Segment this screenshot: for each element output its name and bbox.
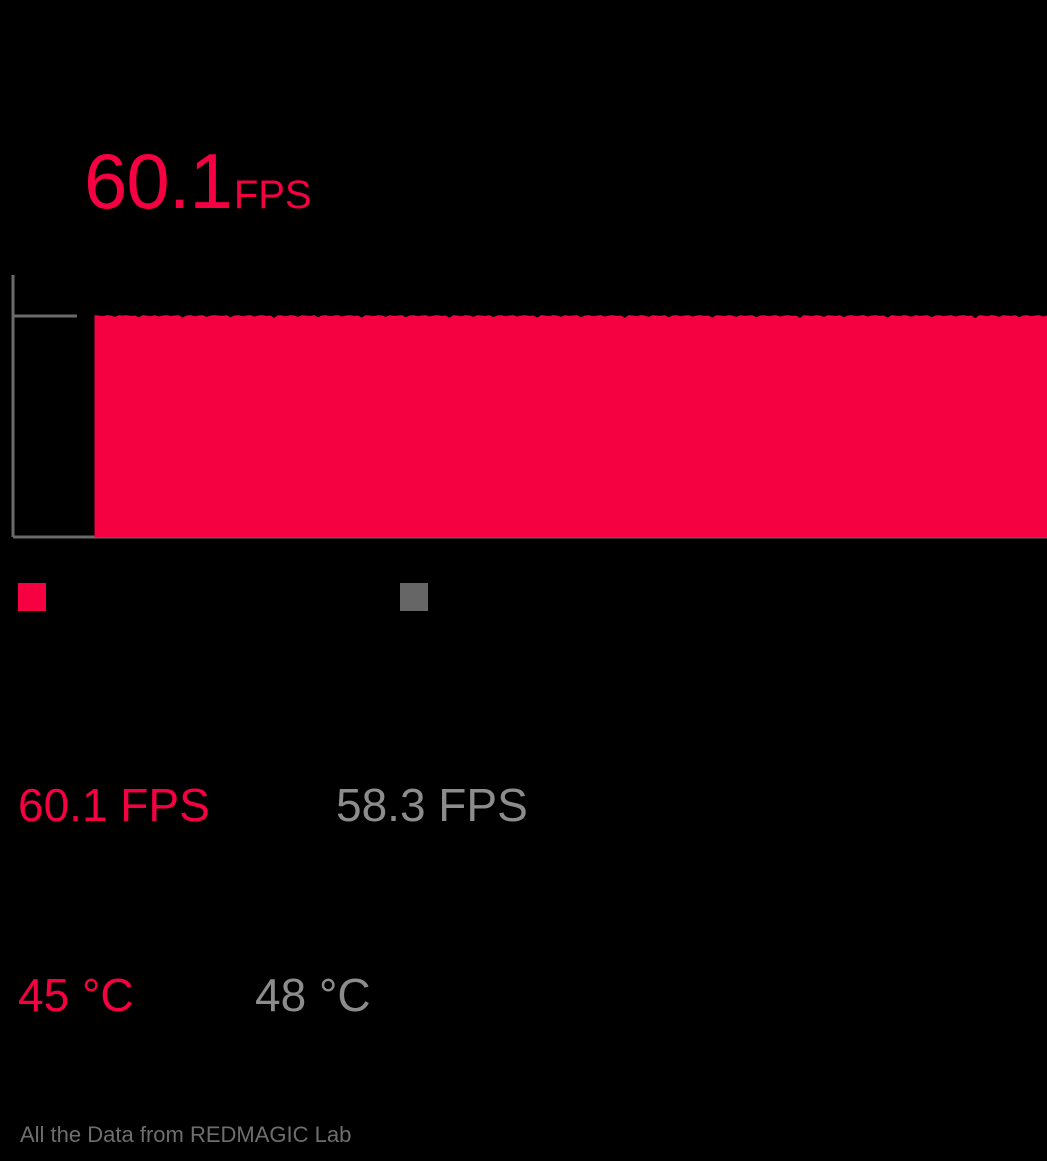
headline-fps-value: 60.1: [84, 137, 233, 225]
fps-chart-svg: [11, 275, 1047, 539]
legend-swatch-primary-icon: [18, 583, 46, 611]
stat-fps-primary: 60.1 FPS: [18, 779, 210, 831]
stat-row-fps: 60.1 FPS 58.3 FPS: [0, 770, 1047, 840]
legend-swatch-secondary-icon: [400, 583, 428, 611]
stat-fps-secondary: 58.3 FPS: [336, 779, 528, 831]
stats-panel: 60.1 FPS 58.3 FPS 45 °C 48 °C: [0, 770, 1047, 1021]
footer-attribution: All the Data from REDMAGIC Lab: [20, 1122, 352, 1147]
headline-fps: 60.1 FPS: [84, 142, 312, 220]
chart-legend: [0, 583, 1047, 613]
headline-fps-unit: FPS: [233, 173, 312, 217]
stat-row-temperature: 45 °C 48 °C: [0, 960, 1047, 1030]
chart-series-primary: [94, 315, 1047, 538]
stat-temperature-secondary: 48 °C: [255, 969, 371, 1021]
fps-chart: [0, 262, 1047, 552]
chart-series-group: [94, 315, 1047, 538]
legend-item-primary[interactable]: [18, 583, 58, 611]
legend-item-secondary[interactable]: [400, 583, 440, 611]
stat-temperature-primary: 45 °C: [18, 969, 134, 1021]
